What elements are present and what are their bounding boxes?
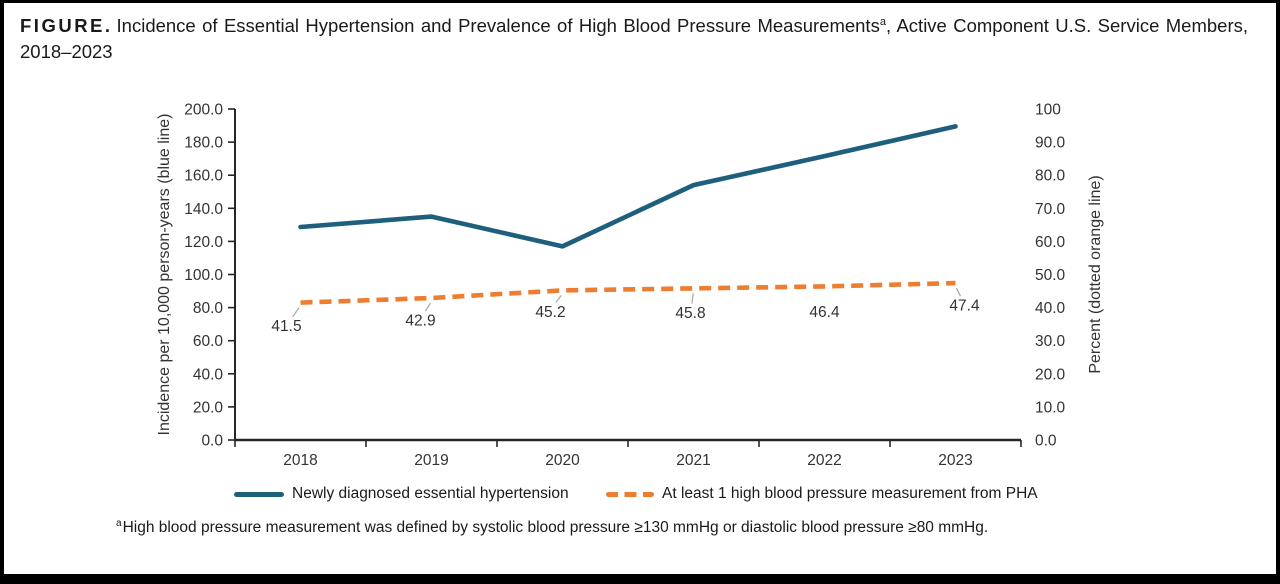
- y-axis-tick-label: 120.0: [184, 234, 223, 251]
- data-label-leader-line: [555, 294, 562, 303]
- y2-axis-tick-label: 80.0: [1035, 168, 1066, 185]
- legend-item-hypertension: Newly diagnosed essential hypertension: [234, 484, 569, 504]
- chart-legend: Newly diagnosed essential hypertension A…: [4, 484, 1276, 504]
- figure-title: FIGURE. Incidence of Essential Hypertensi…: [20, 13, 1248, 65]
- y-axis-tick-label: 60.0: [193, 333, 224, 350]
- figure-title-superscript: a: [879, 15, 886, 28]
- data-label: 42.9: [405, 313, 435, 330]
- data-label-leader-line: [691, 293, 694, 304]
- y2-axis-tick-label: 90.0: [1035, 135, 1066, 152]
- y2-axis-title: Percent (dotted orange line): [1087, 175, 1104, 373]
- series-line-1: [300, 280, 956, 305]
- legend-solid-line-icon: [234, 491, 284, 497]
- y-axis-tick-label: 40.0: [193, 366, 224, 383]
- data-label: 45.2: [535, 304, 565, 321]
- footnote: aHigh blood pressure measurement was def…: [116, 518, 1216, 537]
- legend-item-pha: At least 1 high blood pressure measureme…: [606, 484, 1038, 504]
- line-chart: 0.0 20.0 40.0 60.0 80.0 100.0 120.0 140.0 160.0 1…: [156, 102, 1104, 470]
- y2-axis-tick-label: 70.0: [1035, 201, 1066, 218]
- y2-axis-tick-label: 40.0: [1035, 300, 1066, 317]
- y2-axis-tick-label: 10.0: [1035, 399, 1066, 416]
- y2-axis-tick-label: 30.0: [1035, 333, 1066, 350]
- legend-label-pha: At least 1 high blood pressure measureme…: [662, 485, 1038, 502]
- data-label-leader-line: [292, 307, 300, 318]
- data-label-leader-line: [424, 302, 431, 312]
- data-label: 45.8: [675, 305, 705, 322]
- data-label-leader-line: [955, 287, 962, 297]
- figure-title-text: Incidence of Essential Hypertension and …: [116, 15, 880, 36]
- y-axis-tick-label: 140.0: [184, 201, 223, 218]
- x-axis-tick-label: 2020: [545, 452, 580, 469]
- footnote-superscript: a: [116, 518, 122, 529]
- y2-axis-tick-label: 0.0: [1035, 433, 1057, 450]
- footnote-text: High blood pressure measurement was defi…: [122, 519, 989, 537]
- y-axis-tick-label: 180.0: [184, 135, 223, 152]
- y2-axis-tick-label: 100: [1035, 102, 1061, 119]
- figure-title-text-after: , Active Component U.S. Service Members,…: [20, 15, 1249, 62]
- y-axis-tick-label: 200.0: [184, 102, 223, 119]
- y-axis-tick-label: 20.0: [193, 399, 224, 416]
- y2-axis-tick-label: 50.0: [1035, 267, 1066, 284]
- series-line-0: [298, 124, 958, 249]
- x-axis-tick-label: 2023: [938, 452, 972, 469]
- x-axis-tick-label: 2022: [807, 452, 841, 469]
- x-axis-tick-label: 2021: [676, 452, 710, 469]
- data-label: 46.4: [809, 304, 840, 321]
- y-axis-tick-label: 160.0: [184, 168, 223, 185]
- data-label: 47.4: [949, 298, 980, 315]
- y2-axis-tick-label: 20.0: [1035, 366, 1066, 383]
- y-axis-title: Incidence per 10,000 person-years (blue …: [156, 114, 173, 436]
- figure-label: FIGURE.: [20, 15, 113, 36]
- data-label: 41.5: [271, 318, 301, 335]
- y-axis-tick-label: 80.0: [193, 300, 224, 317]
- y-axis-tick-label: 0.0: [201, 433, 223, 450]
- legend-dashed-line-icon: [606, 491, 654, 497]
- y2-axis-tick-label: 60.0: [1035, 234, 1066, 251]
- legend-label-hypertension: Newly diagnosed essential hypertension: [292, 485, 569, 502]
- y-axis-tick-label: 100.0: [184, 267, 223, 284]
- x-axis-tick-label: 2019: [414, 452, 448, 469]
- x-axis-tick-label: 2018: [283, 452, 317, 469]
